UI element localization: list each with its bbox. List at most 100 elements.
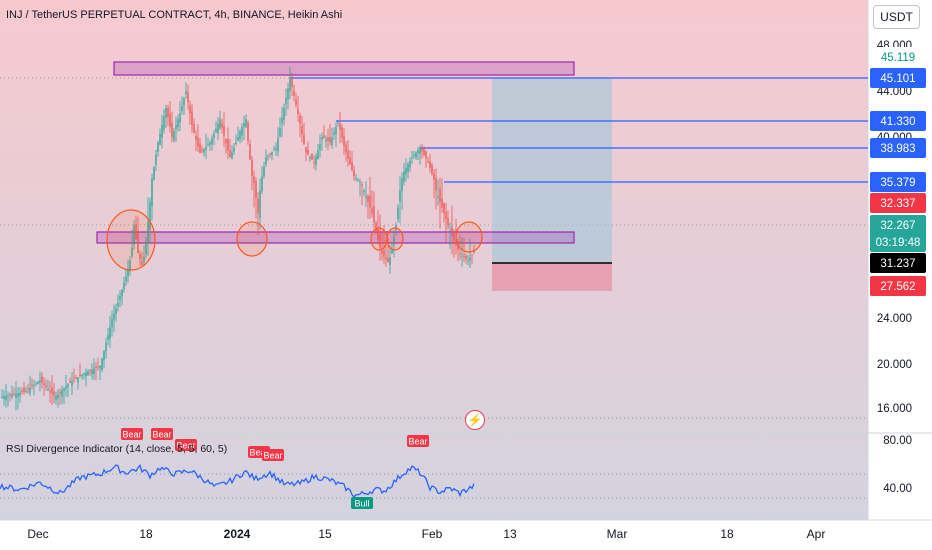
candle-body <box>47 389 49 391</box>
candle-body <box>123 282 125 290</box>
candle-body <box>207 144 209 146</box>
candle-body <box>193 123 195 133</box>
candle-body <box>343 136 345 146</box>
candle-body <box>105 343 107 352</box>
candle-body <box>405 167 407 175</box>
candle-body <box>205 146 207 150</box>
candle-body <box>179 113 181 123</box>
candle-body <box>257 198 259 214</box>
price-label-text: 32.337 <box>880 198 915 210</box>
candle-body <box>433 173 435 180</box>
candle-body <box>5 395 7 400</box>
candle-body <box>381 250 383 254</box>
highlight-circle-4[interactable] <box>455 221 483 253</box>
symbol-title: INJ / TetherUS PERPETUAL CONTRACT, 4h, B… <box>6 9 343 21</box>
candle-body <box>453 232 455 241</box>
price-label-badge[interactable] <box>870 193 926 213</box>
price-label-badge[interactable] <box>870 215 926 235</box>
candle-body <box>243 122 245 127</box>
candle-body <box>29 387 31 393</box>
top-zone-rectangle[interactable] <box>113 61 575 76</box>
signal-bear-label-2: Bear <box>176 441 195 451</box>
candle-body <box>129 260 131 272</box>
candle-body <box>251 159 253 177</box>
signal-bear-label-6: Bear <box>408 437 427 447</box>
candle-body <box>83 373 85 375</box>
candle-body <box>325 139 327 142</box>
price-label-badge[interactable] <box>870 138 926 158</box>
signal-bear-badge-0 <box>121 428 143 440</box>
candle-body <box>161 124 163 138</box>
candle-body <box>455 240 457 246</box>
candle-body <box>233 147 235 152</box>
candle-body <box>189 105 191 114</box>
highlight-circle-1[interactable] <box>236 221 268 257</box>
candle-body <box>327 137 329 142</box>
currency-button[interactable]: USDT <box>873 5 920 29</box>
price-label-badge[interactable] <box>870 253 926 273</box>
candle-body <box>281 117 283 124</box>
candle-body <box>439 188 441 203</box>
candle-body <box>407 164 409 172</box>
highlight-circle-0[interactable] <box>106 209 156 271</box>
signal-bear-label-3: Bear <box>249 448 268 458</box>
position-stop-zone[interactable] <box>492 263 612 291</box>
axis-layer: 48.00044.00040.00024.00020.00016.00080.0… <box>27 40 926 541</box>
candle-body <box>235 142 237 144</box>
candle-body <box>85 372 87 376</box>
support-zone-rectangle[interactable] <box>96 231 575 244</box>
price-label-badge[interactable] <box>870 232 926 252</box>
candle-body <box>153 166 155 180</box>
rsi-line[interactable] <box>0 464 475 498</box>
candle-body <box>11 394 13 398</box>
highlight-circle-3[interactable] <box>386 227 404 251</box>
candle-body <box>25 390 27 392</box>
candle-body <box>81 374 83 377</box>
candle-body <box>457 244 459 250</box>
price-label-badge[interactable] <box>870 68 926 88</box>
price-axis-tick: 44.000 <box>877 86 912 98</box>
candle-body <box>259 190 261 218</box>
candle-body <box>291 77 293 88</box>
candle-body <box>111 319 113 328</box>
candle-body <box>115 308 117 314</box>
time-axis-label: Dec <box>27 527 48 541</box>
signal-bull-label-5: Bull <box>354 499 369 509</box>
candle-body <box>461 255 463 257</box>
price-label-text: 31.237 <box>880 258 915 270</box>
candle-body <box>333 132 335 135</box>
candle-body <box>1 396 3 398</box>
candle-body <box>75 377 77 379</box>
candle-body <box>393 237 395 245</box>
candle-body <box>157 142 159 152</box>
candle-body <box>395 224 397 230</box>
candle-body <box>323 135 325 139</box>
candle-body <box>89 370 91 372</box>
lightning-icon[interactable]: ⚡ <box>465 410 485 430</box>
candle-body <box>265 157 267 165</box>
price-label-badge[interactable] <box>870 276 926 296</box>
price-label-text: 38.983 <box>880 143 915 155</box>
price-label-badge[interactable] <box>870 47 926 67</box>
price-label-text: 41.330 <box>880 116 915 128</box>
candle-body <box>39 380 41 383</box>
rsi-axis-tick: 80.00 <box>883 435 912 447</box>
candle-body <box>383 249 385 257</box>
candle-body <box>469 257 471 261</box>
candle-body <box>239 130 241 140</box>
candle-body <box>387 257 389 263</box>
price-label-badge[interactable] <box>870 111 926 131</box>
candle-body <box>375 222 377 231</box>
signal-bear-badge-6 <box>407 435 429 447</box>
candle-body <box>351 162 353 171</box>
candle-body <box>169 113 171 127</box>
candle-body <box>445 212 447 220</box>
time-axis-label: Mar <box>607 527 628 541</box>
highlight-circle-2[interactable] <box>370 227 388 251</box>
price-label-badge[interactable] <box>870 172 926 192</box>
candle-body <box>135 224 137 240</box>
candle-body <box>271 151 273 156</box>
candle-body <box>219 119 221 129</box>
